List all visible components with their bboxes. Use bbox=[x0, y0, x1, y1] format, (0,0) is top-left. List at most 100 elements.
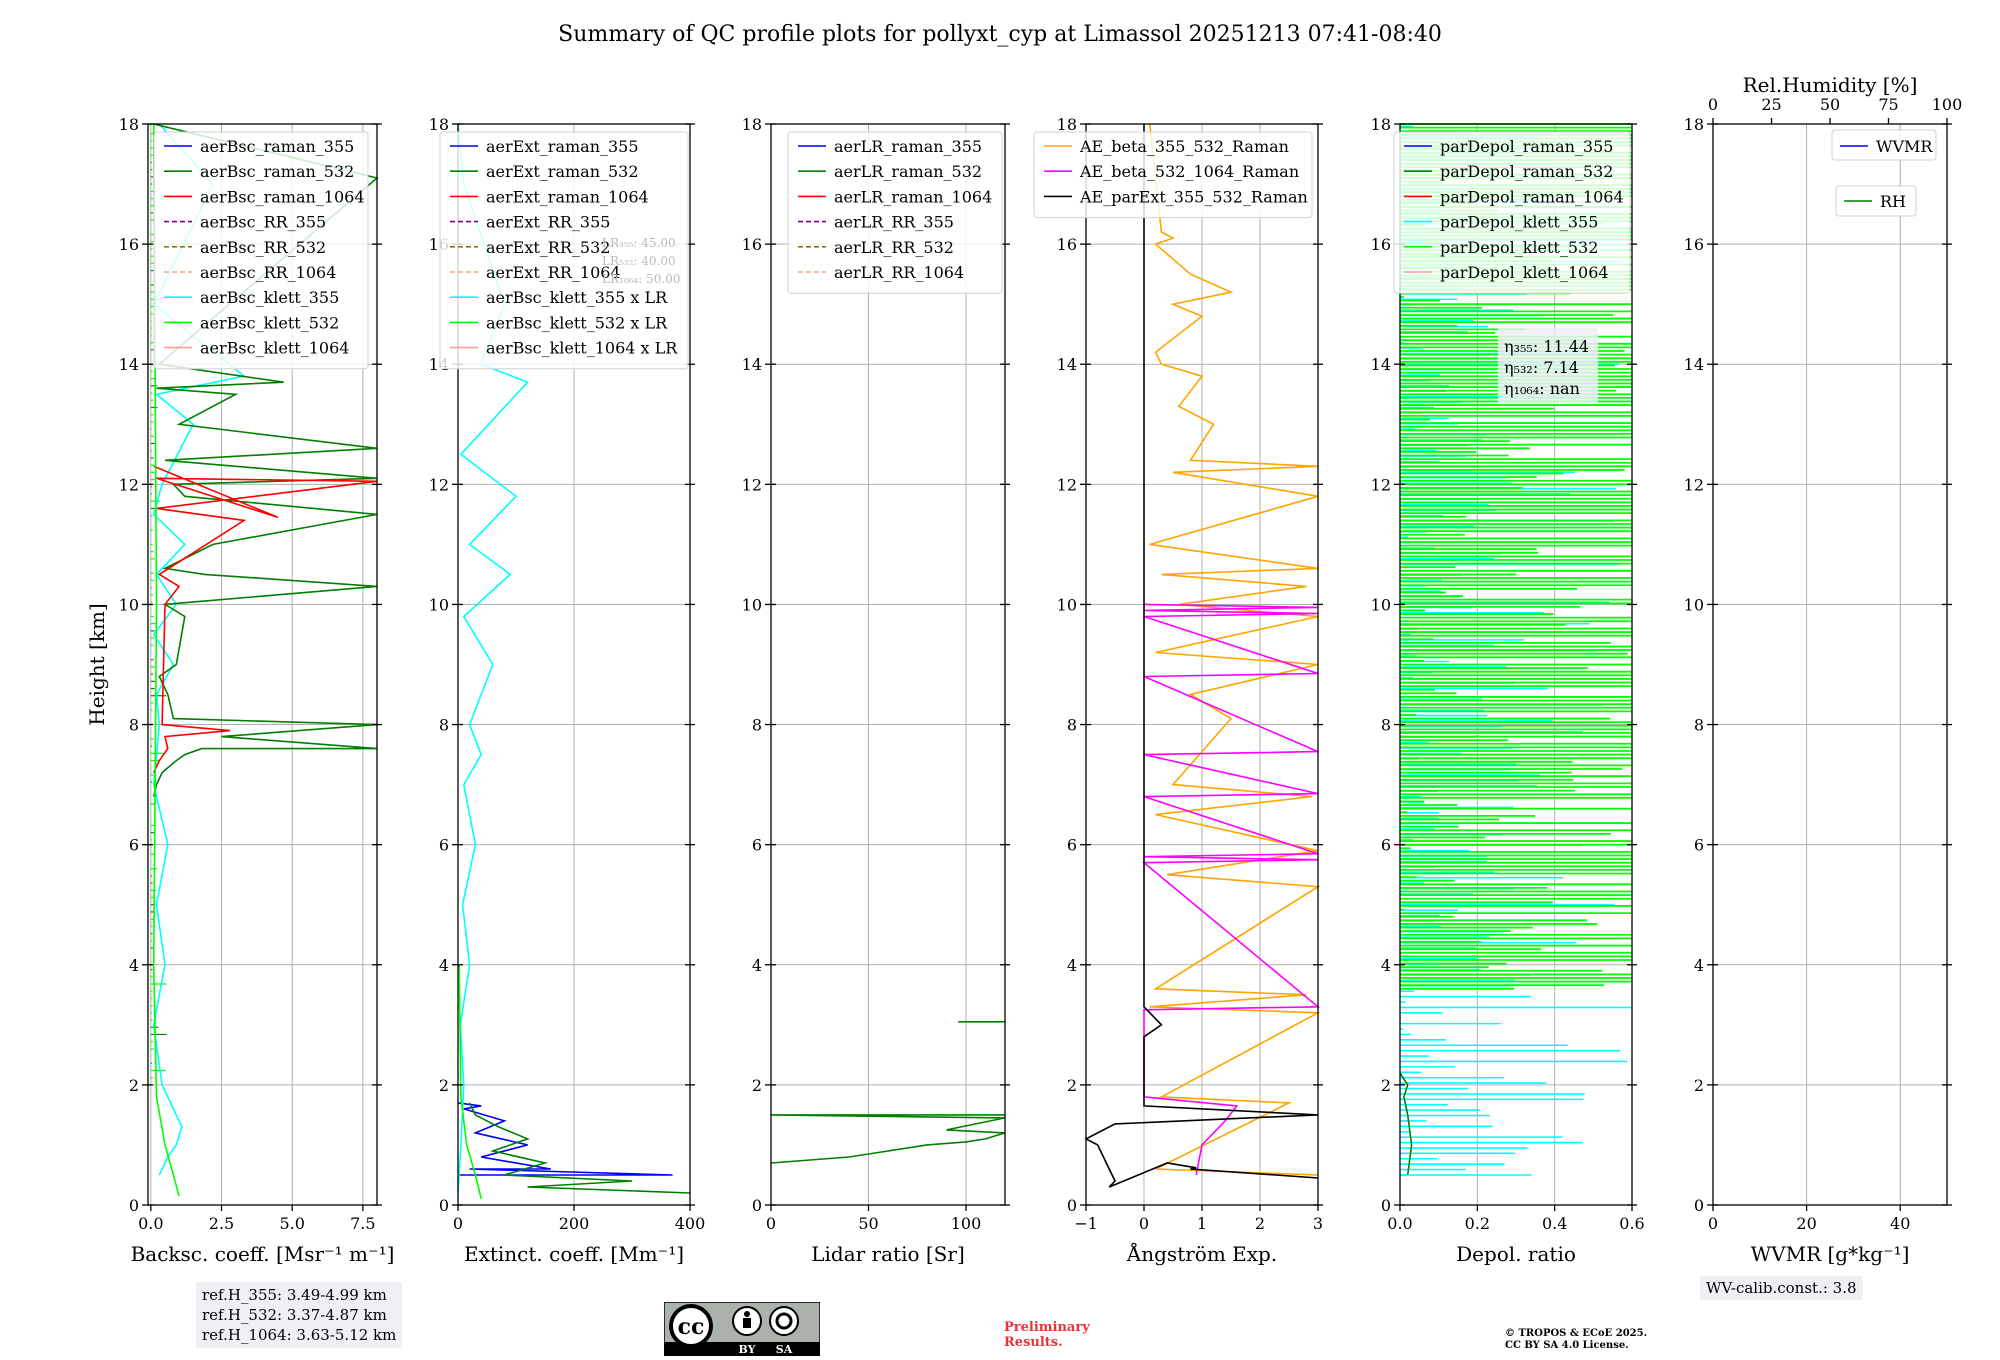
legend-label: aerLR_raman_532 bbox=[834, 162, 982, 181]
legend-rh: RH bbox=[1835, 185, 1917, 217]
legend-label: aerExt_RR_1064 bbox=[486, 263, 621, 282]
y-tick-label: 10 bbox=[429, 595, 449, 614]
legend-label: aerBsc_raman_355 bbox=[200, 137, 354, 156]
series-aerBsc_klett_532 x LR bbox=[458, 964, 482, 1200]
y-tick-label: 10 bbox=[1057, 595, 1077, 614]
y-tick-label: 18 bbox=[742, 115, 762, 134]
legend-label: RH bbox=[1880, 192, 1906, 211]
x-tick-label: 200 bbox=[559, 1214, 590, 1233]
eta-box bbox=[1498, 328, 1598, 404]
legend-ae: AE_beta_355_532_Raman AE_beta_532_1064_Ra… bbox=[1033, 131, 1313, 219]
eta-annotation: η₃₅₅: 11.44 η₅₃₂: 7.14 η₁₀₆₄: nan bbox=[1498, 328, 1598, 404]
panel-wv: 0 20 40 0 2 4 6 8 10 12 14 16 18 WVMR [g*kg⁻¹] 0 25 50 75… bbox=[1684, 73, 1963, 1266]
by-person-body bbox=[743, 1318, 751, 1328]
y-tick-label: 18 bbox=[429, 115, 449, 134]
y-tick-label: 0 bbox=[1381, 1196, 1391, 1215]
y-tick-label: 4 bbox=[1381, 956, 1391, 975]
plot-area-ext bbox=[457, 123, 691, 1200]
cc-icon bbox=[669, 1304, 713, 1348]
y-tick-label: 14 bbox=[1371, 355, 1391, 374]
plot-area-lr bbox=[770, 1020, 1006, 1164]
x-axis-label: Ångström Exp. bbox=[1126, 1241, 1277, 1266]
series-aerExt_raman_532 bbox=[468, 1102, 691, 1194]
series-aerExt_raman_355 bbox=[457, 1102, 673, 1176]
x-tick-label: 0.6 bbox=[1619, 1214, 1644, 1233]
y-tick-label: 16 bbox=[742, 235, 762, 254]
y-tick-label: 6 bbox=[752, 836, 762, 855]
series-AE_beta_355_532_Raman bbox=[1149, 123, 1321, 1176]
x-tick-label: 5.0 bbox=[279, 1214, 304, 1233]
plot-area-bsc bbox=[150, 123, 379, 1197]
axes-frame bbox=[1399, 123, 1633, 1206]
y-tick-label: 2 bbox=[439, 1076, 449, 1095]
x-tick-label: 2 bbox=[1255, 1214, 1265, 1233]
y-tick-label: 8 bbox=[1067, 716, 1077, 735]
legend-label: AE_beta_532_1064_Raman bbox=[1079, 162, 1299, 181]
legend-label: aerExt_RR_355 bbox=[486, 213, 610, 232]
legend-label: aerLR_RR_532 bbox=[834, 238, 954, 257]
x-tick-label: 1 bbox=[1197, 1214, 1207, 1233]
legend-box bbox=[787, 131, 1003, 294]
y-tick-label: 14 bbox=[1684, 355, 1704, 374]
legend-box bbox=[439, 131, 689, 370]
cc-badge-bar bbox=[664, 1342, 820, 1356]
y-tick-label: 4 bbox=[1067, 956, 1077, 975]
y-tick-label: 12 bbox=[429, 475, 449, 494]
preliminary-line-1: Preliminary bbox=[1004, 1320, 1090, 1335]
sa-share-icon bbox=[769, 1306, 799, 1336]
legend-label: WVMR bbox=[1876, 137, 1933, 156]
y-tick-label: 12 bbox=[742, 475, 762, 494]
x-tick-label: 7.5 bbox=[350, 1214, 375, 1233]
y-tick-label: 16 bbox=[1684, 235, 1704, 254]
legend-lr: aerLR_raman_355 aerLR_raman_532 aerLR_rama… bbox=[787, 131, 1003, 294]
y-tick-label: 8 bbox=[439, 716, 449, 735]
y-tick-label: 8 bbox=[1381, 716, 1391, 735]
y-tick-label: 10 bbox=[119, 595, 139, 614]
x-tick-label: −1 bbox=[1074, 1214, 1098, 1233]
x-tick-label: 0.0 bbox=[1387, 1214, 1412, 1233]
y-tick-label: 12 bbox=[1057, 475, 1077, 494]
series-aerLR_raman_532 bbox=[770, 1114, 1006, 1164]
y-tick-label: 18 bbox=[119, 115, 139, 134]
series-parDepol_raman_532 bbox=[1399, 1072, 1413, 1176]
panel-depol: 0.0 0.2 0.4 0.6 0 2 4 6 8 10 12 14 16 18 Depol. ratio p… bbox=[1371, 115, 1645, 1266]
series-aerBsc_klett_355 bbox=[152, 123, 246, 1176]
legend-label: aerBsc_RR_532 bbox=[200, 238, 326, 257]
x-tick-label: 0.2 bbox=[1465, 1214, 1490, 1233]
eta-label: η₃₅₅: 11.44 bbox=[1504, 337, 1589, 356]
top-tick-label: 25 bbox=[1761, 95, 1781, 114]
x-tick-label: 400 bbox=[675, 1214, 706, 1233]
legend-label: aerExt_raman_532 bbox=[486, 162, 639, 181]
y-tick-label: 10 bbox=[1371, 595, 1391, 614]
series-aerBsc_klett_355 x LR bbox=[457, 123, 529, 1194]
wv-calibration-box: WV-calib.const.: 3.8 bbox=[1700, 1276, 1863, 1300]
legend-label: parDepol_raman_355 bbox=[1440, 137, 1613, 156]
legend-label: aerLR_RR_1064 bbox=[834, 263, 964, 282]
y-tick-label: 2 bbox=[1067, 1076, 1077, 1095]
y-tick-label: 10 bbox=[742, 595, 762, 614]
x-tick-label: 0.0 bbox=[138, 1214, 163, 1233]
y-tick-label: 14 bbox=[119, 355, 139, 374]
top-tick-label: 75 bbox=[1878, 95, 1898, 114]
legend-label: aerBsc_klett_532 bbox=[200, 313, 339, 332]
legend-label: aerBsc_klett_1064 x LR bbox=[486, 339, 678, 358]
x-tick-label: 2.5 bbox=[209, 1214, 234, 1233]
y-tick-label: 18 bbox=[1371, 115, 1391, 134]
legend-box bbox=[1835, 185, 1917, 217]
preliminary-notice: Preliminary Results. bbox=[1004, 1320, 1090, 1350]
top-tick-label: 50 bbox=[1820, 95, 1840, 114]
y-tick-label: 4 bbox=[752, 956, 762, 975]
legend-bsc: aerBsc_raman_355 aerBsc_raman_532 aerBsc_r… bbox=[153, 131, 369, 370]
x-tick-label: 0 bbox=[766, 1214, 776, 1233]
y-tick-label: 4 bbox=[129, 956, 139, 975]
x-tick-label: 0 bbox=[1708, 1214, 1718, 1233]
eta-label: η₅₃₂: 7.14 bbox=[1504, 358, 1579, 377]
legend-depol: parDepol_raman_355 parDepol_raman_532 parD… bbox=[1393, 131, 1631, 294]
y-tick-label: 4 bbox=[439, 956, 449, 975]
y-tick-label: 0 bbox=[1694, 1196, 1704, 1215]
y-tick-label: 16 bbox=[119, 235, 139, 254]
y-tick-label: 16 bbox=[1057, 235, 1077, 254]
legend-label: aerLR_RR_355 bbox=[834, 213, 954, 232]
